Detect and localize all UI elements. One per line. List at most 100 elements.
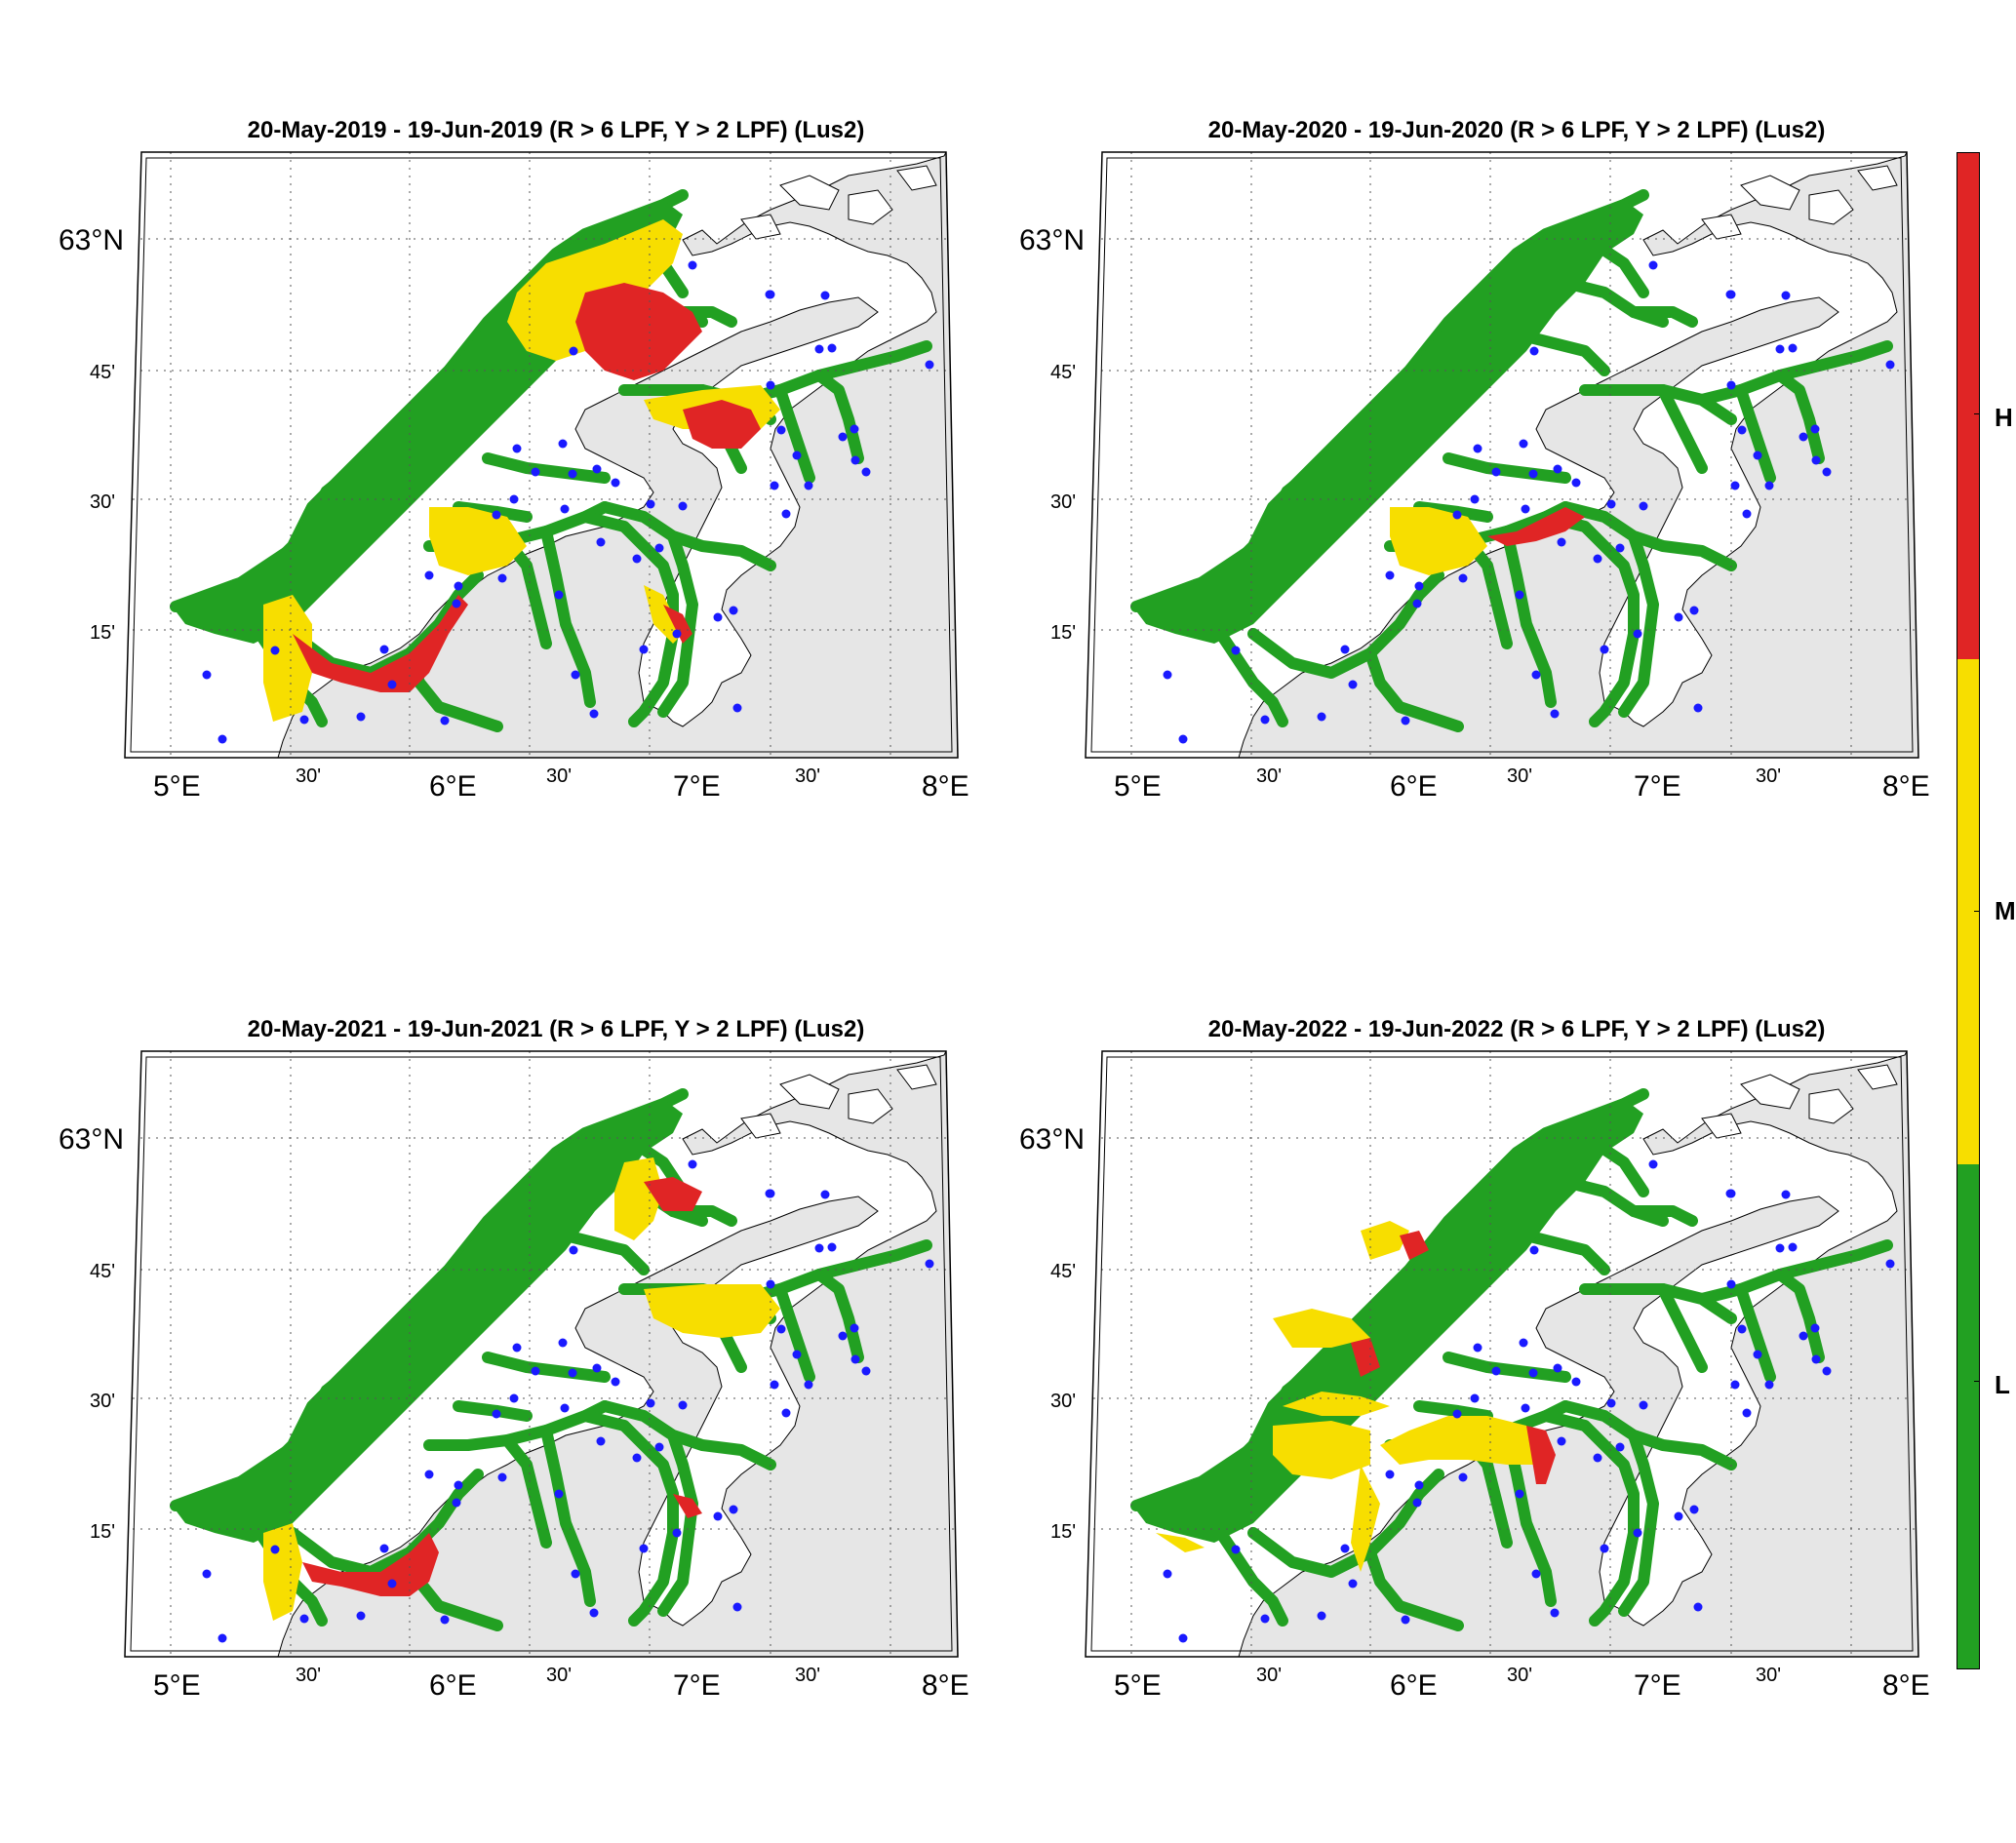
station-marker: [569, 1245, 578, 1255]
station-marker: [827, 343, 837, 353]
station-marker: [1639, 501, 1648, 511]
station-marker: [1231, 646, 1241, 655]
station-marker: [713, 612, 723, 622]
station-marker: [560, 504, 570, 514]
station-marker: [440, 1615, 450, 1625]
island: [1701, 214, 1742, 240]
station-marker: [950, 352, 958, 362]
map-frame: [1085, 151, 1919, 759]
station-marker: [554, 1489, 564, 1499]
fjord-zone: [1540, 1410, 1640, 1627]
colorbar-high-segment: [1957, 153, 1979, 660]
station-marker: [1528, 469, 1538, 479]
station-marker: [1348, 680, 1358, 689]
station-marker: [1730, 1380, 1740, 1390]
risk-zone-m: [644, 1284, 780, 1338]
station-marker: [1458, 1472, 1468, 1482]
station-marker: [1674, 612, 1683, 622]
station-marker: [1557, 537, 1566, 547]
map-area: [1085, 151, 1919, 759]
risk-zone-m: [1390, 507, 1487, 575]
station-marker: [1571, 478, 1581, 488]
station-marker: [678, 501, 688, 511]
station-marker: [1491, 1366, 1501, 1376]
fjord-zone: [813, 370, 864, 464]
station-marker: [299, 715, 309, 725]
station-marker: [776, 425, 786, 435]
island: [1857, 1064, 1898, 1090]
station-marker: [1593, 1453, 1602, 1463]
station-marker: [1742, 509, 1752, 519]
station-marker: [838, 1331, 848, 1341]
station-marker: [1799, 432, 1808, 442]
station-marker: [1385, 570, 1395, 580]
station-marker: [1452, 1409, 1462, 1419]
fjord-zone: [657, 1430, 698, 1617]
latitude-label: 63°N: [59, 224, 125, 256]
station-marker: [1911, 1251, 1918, 1261]
station-marker: [1340, 645, 1350, 654]
station-marker: [1340, 1544, 1350, 1553]
station-marker: [1401, 1615, 1410, 1625]
fjord-zone: [1618, 530, 1659, 718]
risk-zone-m: [1361, 1221, 1409, 1260]
fjord-zone: [1774, 370, 1825, 464]
island: [1740, 175, 1800, 211]
station-marker: [766, 1189, 775, 1198]
station-marker: [1606, 499, 1616, 509]
station-marker: [1521, 1403, 1530, 1413]
fjord-zone: [482, 452, 611, 484]
colorbar-label-high: H: [1995, 403, 2013, 432]
colorbar-low-segment: [1957, 1163, 1979, 1668]
colorbar-label-medium: M: [1995, 896, 2016, 925]
station-marker: [1775, 344, 1785, 354]
station-marker: [387, 680, 397, 689]
latitude-label: 15': [1050, 1521, 1077, 1543]
longitude-label: 6°E: [429, 1669, 477, 1702]
colorbar-tick: [1974, 911, 1980, 912]
longitude-label: 30': [1256, 1665, 1283, 1686]
station-marker: [1911, 352, 1918, 362]
map-content: [125, 1051, 958, 1657]
station-marker: [270, 1545, 280, 1554]
station-marker: [1473, 1343, 1482, 1353]
station-marker: [925, 360, 934, 370]
fjord-zone: [774, 384, 815, 484]
fjord-zone: [579, 511, 679, 727]
station-marker: [732, 1602, 742, 1612]
map-content: [125, 152, 958, 758]
panel-title: 20-May-2019 - 19-Jun-2019 (R > 6 LPF, Y …: [247, 117, 865, 143]
fjord-zone: [1618, 1430, 1659, 1617]
station-marker: [632, 1453, 642, 1463]
station-marker: [1178, 1633, 1188, 1643]
station-marker: [531, 1366, 540, 1376]
station-marker: [1648, 260, 1658, 270]
station-marker: [1633, 629, 1642, 639]
station-marker: [1385, 1470, 1395, 1479]
station-marker: [1163, 1569, 1172, 1579]
risk-zone-m: [429, 507, 527, 575]
longitude-label: 7°E: [673, 1669, 721, 1702]
station-marker: [1473, 444, 1482, 453]
station-marker: [299, 1614, 309, 1624]
fjord-zone: [501, 1434, 552, 1549]
latitude-label: 63°N: [1019, 224, 1086, 256]
fjord-zone: [1540, 511, 1640, 727]
island: [848, 1088, 893, 1124]
map-frame: [124, 151, 959, 759]
map-frame-inner: [1090, 157, 1914, 753]
station-marker: [1822, 1366, 1832, 1376]
longitude-label: 6°E: [429, 770, 477, 803]
fjord-zone: [1560, 1400, 1737, 1470]
station-marker: [1811, 455, 1821, 465]
station-marker: [1348, 1579, 1358, 1588]
latitude-label: 63°N: [1019, 1123, 1086, 1156]
fjord-zone: [482, 1352, 611, 1383]
station-marker: [1788, 343, 1798, 353]
station-marker: [387, 1579, 397, 1588]
island: [1808, 1088, 1854, 1124]
risk-zone-m: [1273, 1309, 1370, 1348]
station-marker: [1885, 1259, 1895, 1269]
longitude-label: 30': [1507, 1665, 1533, 1686]
station-marker: [1529, 1245, 1539, 1255]
